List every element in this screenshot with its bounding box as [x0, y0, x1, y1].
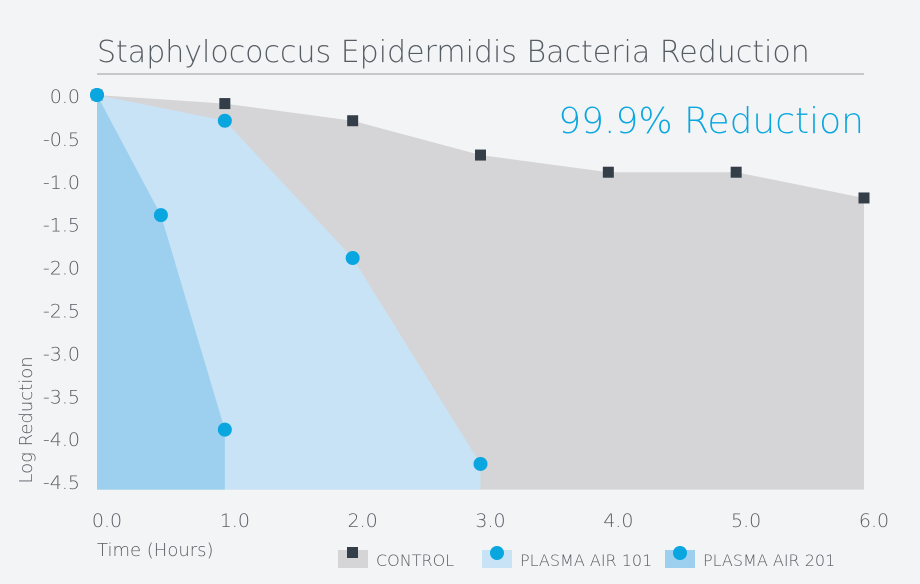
y-tick-label: -0.5	[43, 129, 80, 151]
x-tick-label: 5.0	[731, 510, 761, 532]
legend-circle-marker-icon	[490, 546, 504, 560]
series-areas	[97, 95, 864, 490]
legend-label-2: PLASMA AIR 201	[703, 551, 835, 570]
data-point-control-6	[858, 192, 870, 204]
y-tick-label: -3.5	[43, 386, 80, 408]
y-tick-label: -1.0	[43, 172, 80, 194]
data-point-series-2-2	[217, 422, 232, 437]
series-markers	[90, 88, 870, 471]
x-tick-label: 2.0	[348, 510, 378, 532]
x-axis-label: Time (Hours)	[97, 540, 214, 561]
x-tick-label: 4.0	[603, 510, 633, 532]
legend-circle-marker-icon	[673, 546, 687, 560]
data-point-series-1-2	[345, 251, 360, 266]
area-series-2	[97, 95, 225, 490]
chart-title: Staphylococcus Epidermidis Bacteria Redu…	[97, 35, 810, 70]
data-point-control-2	[347, 115, 359, 127]
data-point-series-1-3	[473, 456, 488, 471]
y-tick-label: -2.5	[43, 301, 80, 323]
y-tick-label: -2.0	[43, 258, 80, 280]
x-tick-label: 1.0	[220, 510, 250, 532]
x-tick-label: 3.0	[475, 510, 505, 532]
data-point-control-1	[219, 98, 231, 110]
y-tick-label: -4.0	[43, 429, 80, 451]
reduction-annotation: 99.9% Reduction	[558, 101, 864, 142]
legend-label-0: CONTROL	[376, 551, 454, 570]
y-tick-label: 0.0	[50, 86, 80, 108]
x-tick-label: 0.0	[92, 510, 122, 532]
data-point-control-4	[602, 166, 614, 178]
y-tick-label: -1.5	[43, 215, 80, 237]
x-axis-ticks: 0.0 1.0 2.0 3.0 4.0 5.0 6.0	[92, 510, 889, 532]
data-point-series-2-0	[90, 88, 104, 102]
x-tick-label: 6.0	[859, 510, 889, 532]
data-point-control-5	[730, 166, 742, 178]
legend-square-marker-icon	[347, 547, 358, 558]
y-tick-label: -3.0	[43, 343, 80, 365]
legend-swatch-0	[338, 550, 368, 568]
data-point-series-2-1	[153, 208, 168, 223]
legend-label-1: PLASMA AIR 101	[520, 551, 652, 570]
y-axis-ticks: 0.0 -0.5 -1.0 -1.5 -2.0 -2.5 -3.0 -3.5 -4.0 -4.5	[43, 86, 80, 494]
data-point-series-1-1	[217, 113, 232, 128]
data-point-control-3	[475, 149, 486, 161]
legend: CONTROL PLASMA AIR 101 PLASMA AIR 201	[338, 546, 835, 570]
y-axis-label: Log Reduction	[16, 356, 37, 483]
y-tick-label: -4.5	[43, 472, 80, 494]
